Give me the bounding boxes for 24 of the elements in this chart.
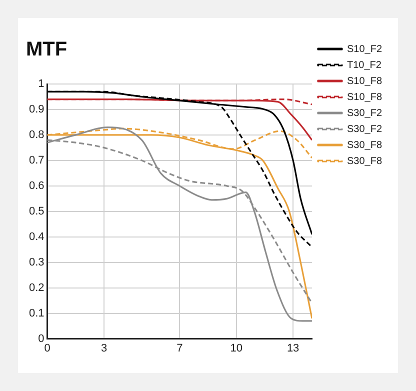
y-tick-label: 0: [38, 332, 44, 345]
x-tick-label: 7: [176, 342, 183, 354]
y-tick-label: 0.3: [28, 256, 44, 268]
x-tick-label: 13: [286, 342, 300, 354]
legend-label: S30_F2: [346, 108, 382, 119]
legend-label: S10_F8: [346, 76, 382, 87]
legend-label: S30_F2: [346, 124, 382, 135]
legend-label: S30_F8: [346, 156, 382, 167]
y-tick-label: 0.1: [28, 307, 44, 320]
y-tick-label: 0.5: [28, 205, 44, 218]
y-tick-label: 0.2: [28, 282, 44, 294]
y-tick-label: 0.4: [28, 230, 44, 243]
legend-label: T10_F2: [346, 60, 382, 71]
x-tick-label: 10: [230, 342, 242, 354]
y-tick-label: 1: [38, 78, 44, 90]
y-tick-label: 0.6: [28, 180, 44, 192]
legend-label: S30_F8: [346, 140, 382, 151]
legend-label: S10_F2: [346, 44, 382, 55]
chart-title: MTF: [26, 38, 68, 61]
legend-label: S10_F8: [346, 92, 382, 103]
y-tick-label: 0.8: [28, 128, 44, 141]
y-tick-label: 0.9: [28, 104, 44, 116]
y-tick-label: 0.7: [28, 154, 44, 166]
x-tick-label: 3: [100, 342, 108, 354]
